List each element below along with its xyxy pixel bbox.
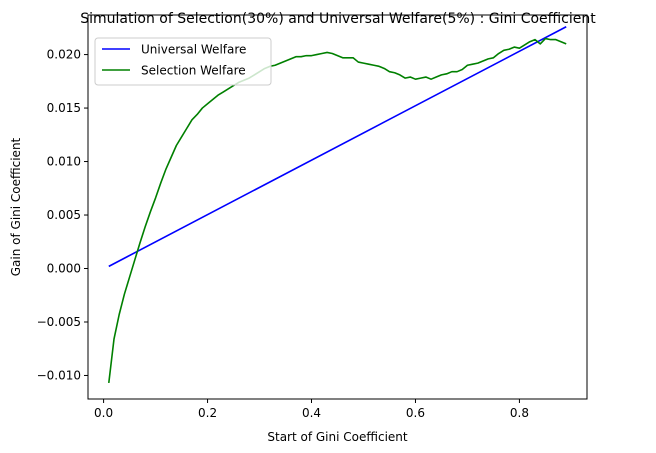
y-tick-label: −0.005: [37, 315, 81, 329]
series-line-selection-welfare: [107, 37, 567, 384]
y-tick-label: 0.000: [47, 262, 81, 276]
x-tick-label: 0.6: [406, 406, 425, 420]
x-tick-label: 0.8: [510, 406, 529, 420]
x-tick-label: 0.2: [198, 406, 217, 420]
axes-frame: [87, 14, 588, 400]
y-axis: −0.010 −0.005 0.000 0.005 0.010 0.015 0.020: [37, 48, 88, 382]
legend: Universal Welfare Selection Welfare: [94, 37, 272, 86]
y-tick-label: 0.020: [47, 48, 81, 62]
x-axis: 0.0 0.2 0.4 0.6 0.8: [94, 399, 529, 420]
chart-title: Simulation of Selection(30%) and Univers…: [80, 11, 596, 27]
x-axis-label: Start of Gini Coefficient: [267, 430, 408, 444]
series-line-universal-welfare: [108, 26, 567, 268]
y-tick-label: 0.005: [47, 208, 81, 222]
y-tick-label: 0.010: [47, 155, 81, 169]
legend-box: [94, 37, 272, 86]
legend-label-selection-welfare: Selection Welfare: [141, 64, 246, 78]
x-tick-label: 0.4: [302, 406, 321, 420]
y-tick-label: −0.010: [37, 368, 81, 382]
legend-label-universal-welfare: Universal Welfare: [141, 43, 246, 57]
plot-area: [107, 26, 567, 384]
y-tick-label: 0.015: [47, 101, 81, 115]
x-tick-label: 0.0: [94, 406, 113, 420]
y-axis-label: Gain of Gini Coefficient: [9, 137, 23, 276]
